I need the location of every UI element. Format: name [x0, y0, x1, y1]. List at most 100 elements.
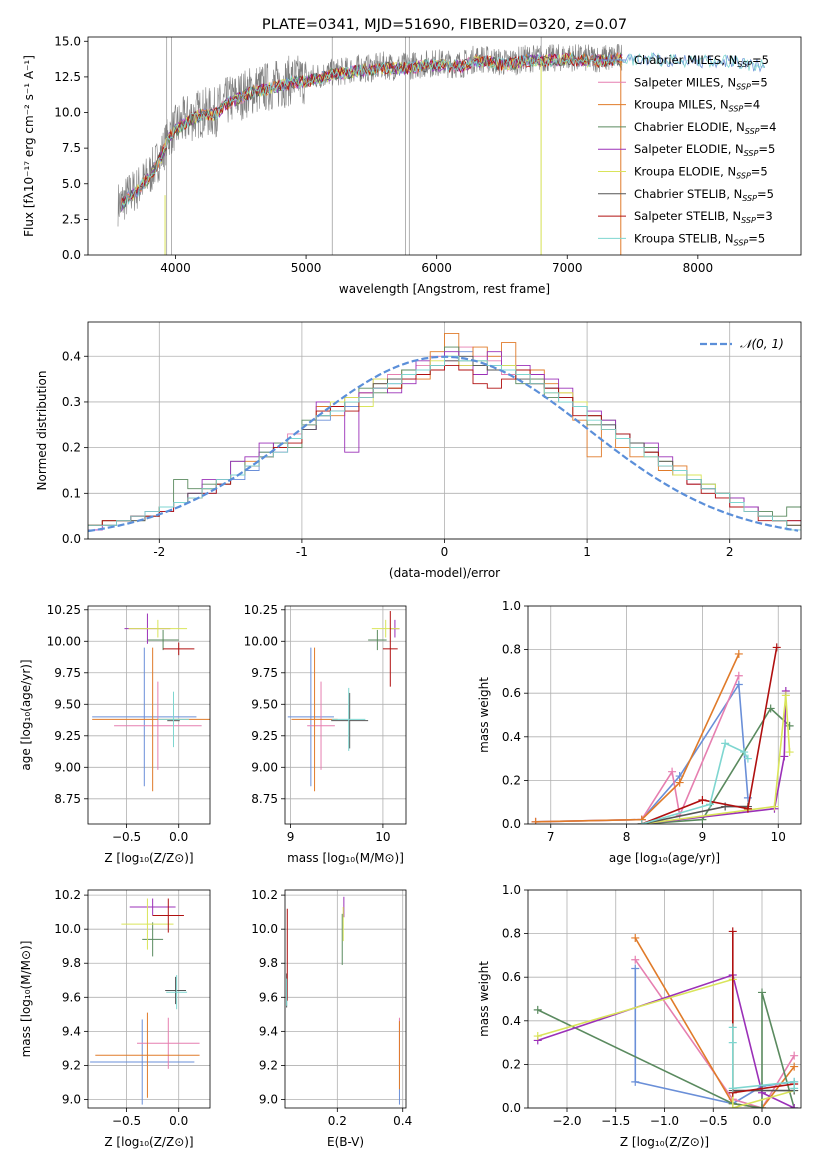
mass-weight-marker	[772, 643, 781, 652]
x-tick-label: -2	[153, 545, 165, 559]
axes-frame	[87, 889, 211, 1109]
y-tick-label: 0.1	[62, 486, 81, 500]
y-tick-label: 0.0	[502, 1101, 521, 1115]
mass-weight-marker	[706, 800, 714, 809]
mass-weight-line	[634, 968, 795, 1105]
x-tick-label: 0.0	[169, 1114, 188, 1128]
x-tick-label: 1	[583, 545, 591, 559]
y-tick-label: 10.25	[47, 603, 81, 617]
x-axis-label: Z [log₁₀(Z/Z⊙)]	[104, 851, 193, 865]
x-tick-label: −0.5	[699, 1114, 728, 1128]
x-axis-label: Z [log₁₀(Z/Z⊙)]	[104, 1135, 193, 1149]
plot-area	[286, 896, 400, 1105]
histogram-series	[88, 355, 801, 539]
axes-massweight_vs_Z: −2.0 −1.5 −1.0 −0.5 0.0 0.0 0.2 0.4 0.6 0.8 1.0 Z […	[477, 883, 802, 1149]
errorbar-point	[332, 687, 366, 751]
axes-frame	[284, 605, 407, 825]
x-axis-label: (data-model)/error	[389, 566, 500, 580]
y-tick-label: 0.4	[502, 1014, 521, 1028]
y-tick-label: 7.5	[62, 141, 81, 155]
x-axis-label: E(B-V)	[327, 1135, 364, 1149]
x-tick-label: 2	[726, 545, 734, 559]
x-tick-label: 10	[771, 830, 786, 844]
y-axis-label: mass weight	[477, 961, 491, 1037]
y-tick-label: 9.6	[62, 990, 81, 1004]
mass-weight-marker	[734, 649, 743, 658]
mass-weight-marker	[631, 955, 640, 964]
x-tick-label: -1	[296, 545, 308, 559]
plot-area	[531, 643, 794, 824]
plot-area	[92, 613, 210, 792]
y-tick-label: 15.0	[54, 34, 81, 48]
errorbar-point	[137, 1017, 200, 1069]
y-axis-label: Flux [fλ10⁻¹⁷ erg cm⁻² s⁻¹ A⁻¹]	[22, 55, 36, 237]
x-tick-label: 0.4	[393, 1114, 412, 1128]
y-tick-label: 9.50	[54, 697, 81, 711]
axes-residuals: -2 -1 0 1 2 0.0 0.1 0.2 0.3 0.4 (data-model)/error…	[35, 321, 802, 580]
axes-age_vs_mass: 9 10 8.75 9.00 9.25 9.50 9.75 10.00 10.25 mass [l…	[244, 603, 407, 865]
mass-weight-line	[641, 647, 778, 824]
mass-weight-marker	[698, 796, 707, 805]
mass-weight-marker	[531, 817, 540, 824]
mass-weight-marker	[728, 1104, 737, 1108]
mass-weight-marker	[743, 754, 752, 763]
legend-label: Kroupa STELIB, NSSP=5	[634, 231, 765, 247]
mass-weight-marker	[728, 1023, 737, 1032]
y-tick-label: 9.00	[54, 760, 81, 774]
mass-weight-line	[641, 695, 791, 824]
x-axis-label: wavelength [Angstrom, rest frame]	[339, 282, 550, 296]
y-axis-label: age [log₁₀(age/yr)]	[19, 659, 33, 770]
y-tick-label: 9.8	[259, 956, 278, 970]
errorbar-point	[142, 922, 164, 957]
mass-weight-marker	[781, 691, 790, 700]
y-tick-label: 0.0	[62, 532, 81, 546]
errorbar-point	[287, 647, 334, 787]
x-axis-label: Z [log₁₀(Z/Z⊙)]	[620, 1135, 709, 1149]
axes-mass_vs_Z: −0.5 0.0 9.0 9.2 9.4 9.6 9.8 10.0 10.2 Z [log₁₀(Z…	[19, 888, 211, 1149]
mass-weight-marker	[728, 927, 737, 936]
mass-weight-marker	[790, 1051, 799, 1060]
axes-frame	[87, 605, 211, 825]
x-tick-label: 4000	[160, 261, 191, 275]
x-tick-label: 10	[375, 830, 390, 844]
mass-weight-marker	[637, 820, 646, 824]
errorbar-point	[165, 976, 187, 1005]
mass-weight-marker	[785, 721, 794, 730]
mass-weight-line	[535, 675, 740, 823]
y-tick-label: 0.2	[502, 773, 521, 787]
legend-label: Chabrier MILES, NSSP=5	[634, 53, 769, 69]
x-tick-label: 7000	[552, 261, 583, 275]
y-tick-label: 12.5	[54, 70, 81, 84]
mass-weight-marker	[734, 671, 743, 680]
mass-weight-marker	[743, 804, 752, 813]
x-tick-label: 0	[441, 545, 449, 559]
mass-weight-line	[535, 653, 740, 823]
mass-weight-marker	[675, 778, 684, 787]
x-tick-label: 0.2	[328, 1114, 347, 1128]
y-tick-label: 9.8	[62, 956, 81, 970]
errorbar-point	[157, 691, 190, 748]
model-spectrum-line	[120, 51, 765, 213]
legend-label: Kroupa ELODIE, NSSP=5	[634, 165, 768, 181]
x-tick-label: −1.0	[650, 1114, 679, 1128]
mass-weight-marker	[770, 802, 779, 811]
x-axis-label: age [log₁₀(age/yr)]	[609, 851, 720, 865]
mass-weight-marker	[668, 767, 677, 776]
x-tick-label: 0.0	[752, 1114, 771, 1128]
y-tick-label: 9.75	[251, 666, 278, 680]
x-tick-label: 6000	[421, 261, 452, 275]
mass-weight-marker	[721, 739, 730, 748]
x-tick-label: −1.5	[601, 1114, 630, 1128]
y-tick-label: 0.3	[62, 395, 81, 409]
plot-area	[88, 332, 801, 539]
errorbar-point	[114, 681, 202, 770]
mass-weight-marker	[790, 1084, 799, 1093]
x-tick-label: 5000	[291, 261, 322, 275]
mass-weight-marker	[533, 1032, 542, 1041]
y-tick-label: 0.2	[502, 1057, 521, 1071]
errorbar-point	[382, 611, 398, 687]
mass-weight-marker	[631, 1077, 640, 1086]
y-tick-label: 0.2	[62, 441, 81, 455]
plot-area	[90, 898, 200, 1105]
y-tick-label: 0.0	[502, 817, 521, 831]
